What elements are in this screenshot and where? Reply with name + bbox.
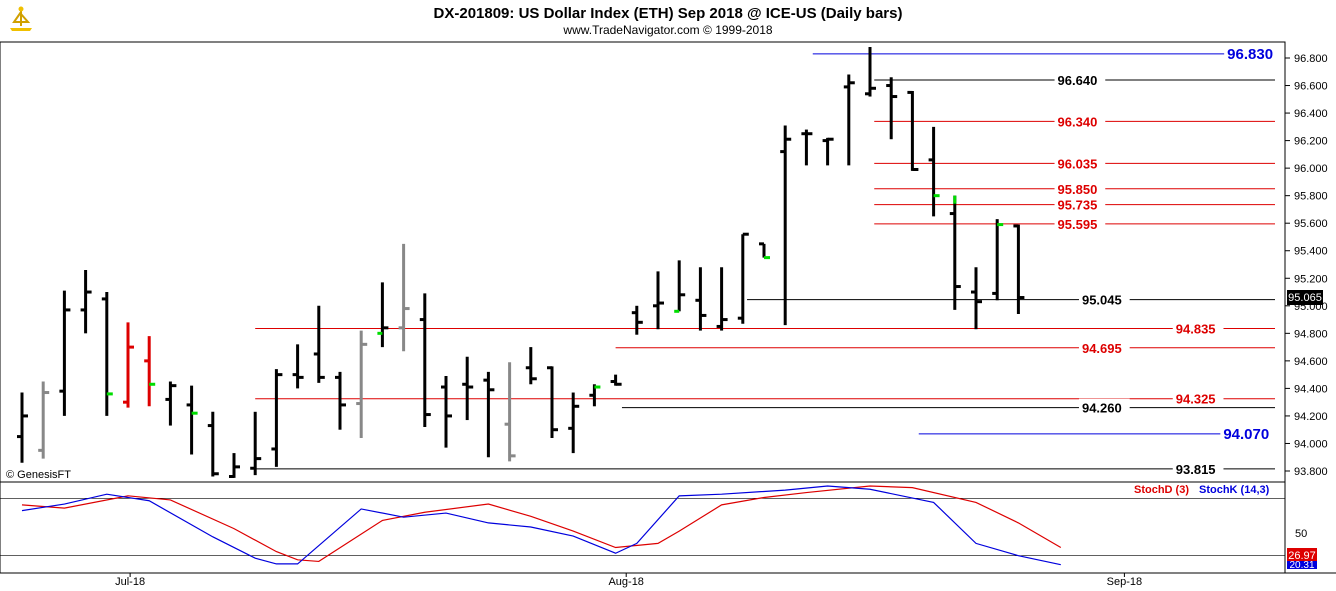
level-label-bg: [1224, 44, 1283, 61]
stoch-tick-50: 50: [1295, 528, 1307, 540]
price-tick-label: 95.400: [1294, 246, 1328, 258]
level-label-bg: [1078, 338, 1130, 355]
price-tick-label: 96.400: [1294, 108, 1328, 120]
level-label-bg: [1172, 389, 1224, 406]
price-tick-label: 96.800: [1294, 53, 1328, 65]
level-label: 96.035: [1058, 156, 1098, 171]
genesis-watermark: © GenesisFT: [6, 469, 71, 481]
price-tick-label: 95.600: [1294, 218, 1328, 230]
stoch-value-tag-box: [1287, 548, 1317, 562]
genesis-logo-icon: [10, 6, 32, 31]
level-label-bg: [1054, 154, 1106, 171]
current-price-tag-box: [1287, 290, 1323, 305]
price-tick-label: 96.600: [1294, 81, 1328, 93]
level-label: 95.045: [1082, 293, 1122, 308]
level-label: 94.835: [1176, 322, 1216, 337]
level-label-bg: [1054, 71, 1106, 88]
level-label-bg: [1054, 195, 1106, 212]
level-label: 95.735: [1058, 198, 1098, 213]
level-label: 95.850: [1058, 182, 1098, 197]
stoch-value-tag: 26.97: [1288, 550, 1316, 562]
chart-subtitle: www.TradeNavigator.com © 1999-2018: [562, 23, 772, 37]
ohlc-bars: [17, 46, 1025, 479]
stochk-legend: StochK (14,3): [1199, 484, 1270, 496]
chart-title: DX-201809: US Dollar Index (ETH) Sep 201…: [434, 5, 903, 22]
level-label-bg: [1054, 214, 1106, 231]
stochastic-panel: [0, 481, 1286, 574]
level-label: 93.815: [1176, 462, 1216, 477]
price-tick-label: 95.200: [1294, 273, 1328, 285]
price-tick-label: 96.000: [1294, 163, 1328, 175]
date-axis: Jul-18 Aug-18 Sep-18: [115, 573, 1142, 588]
level-label-bg: [1172, 459, 1224, 476]
price-tick-label: 94.200: [1294, 411, 1328, 423]
level-label-bg: [1078, 398, 1130, 415]
price-tick-label: 96.200: [1294, 136, 1328, 148]
level-label: 94.695: [1082, 341, 1122, 356]
level-label-bg: [1054, 112, 1106, 129]
level-label: 94.070: [1223, 426, 1269, 443]
stochd-line: [21, 485, 1062, 563]
level-label: 94.260: [1082, 401, 1122, 416]
price-tick-label: 94.400: [1294, 383, 1328, 395]
level-label-bg: [1220, 424, 1279, 441]
stoch-hidden-tag-box: [1287, 561, 1317, 569]
price-tick-label: 93.800: [1294, 466, 1328, 478]
date-tick-label: Aug-18: [608, 576, 643, 588]
level-label-bg: [1172, 319, 1224, 336]
level-label-bg: [1054, 179, 1106, 196]
price-tick-label: 94.000: [1294, 438, 1328, 450]
level-label: 94.325: [1176, 392, 1216, 407]
stochd-legend: StochD (3): [1134, 484, 1189, 496]
price-tick-label: 94.600: [1294, 356, 1328, 368]
stochk-line: [21, 485, 1061, 566]
level-label: 96.830: [1227, 46, 1273, 63]
price-axis: 93.800 94.000 94.200 94.400 94.600 94.800 95.0…: [1285, 53, 1328, 478]
date-tick-label: Jul-18: [115, 576, 145, 588]
current-price-tag: 95.065: [1288, 292, 1322, 304]
price-tick-label: 94.800: [1294, 328, 1328, 340]
price-tick-label: 95.800: [1294, 191, 1328, 203]
level-label: 96.640: [1058, 73, 1098, 88]
stoch-hidden-tag: 20.31: [1289, 560, 1314, 571]
level-label: 96.340: [1058, 114, 1098, 129]
stochastic-lines: [0, 485, 1285, 566]
level-label-bg: [1078, 290, 1130, 307]
date-tick-label: Sep-18: [1107, 576, 1142, 588]
level-label: 95.595: [1058, 217, 1098, 232]
